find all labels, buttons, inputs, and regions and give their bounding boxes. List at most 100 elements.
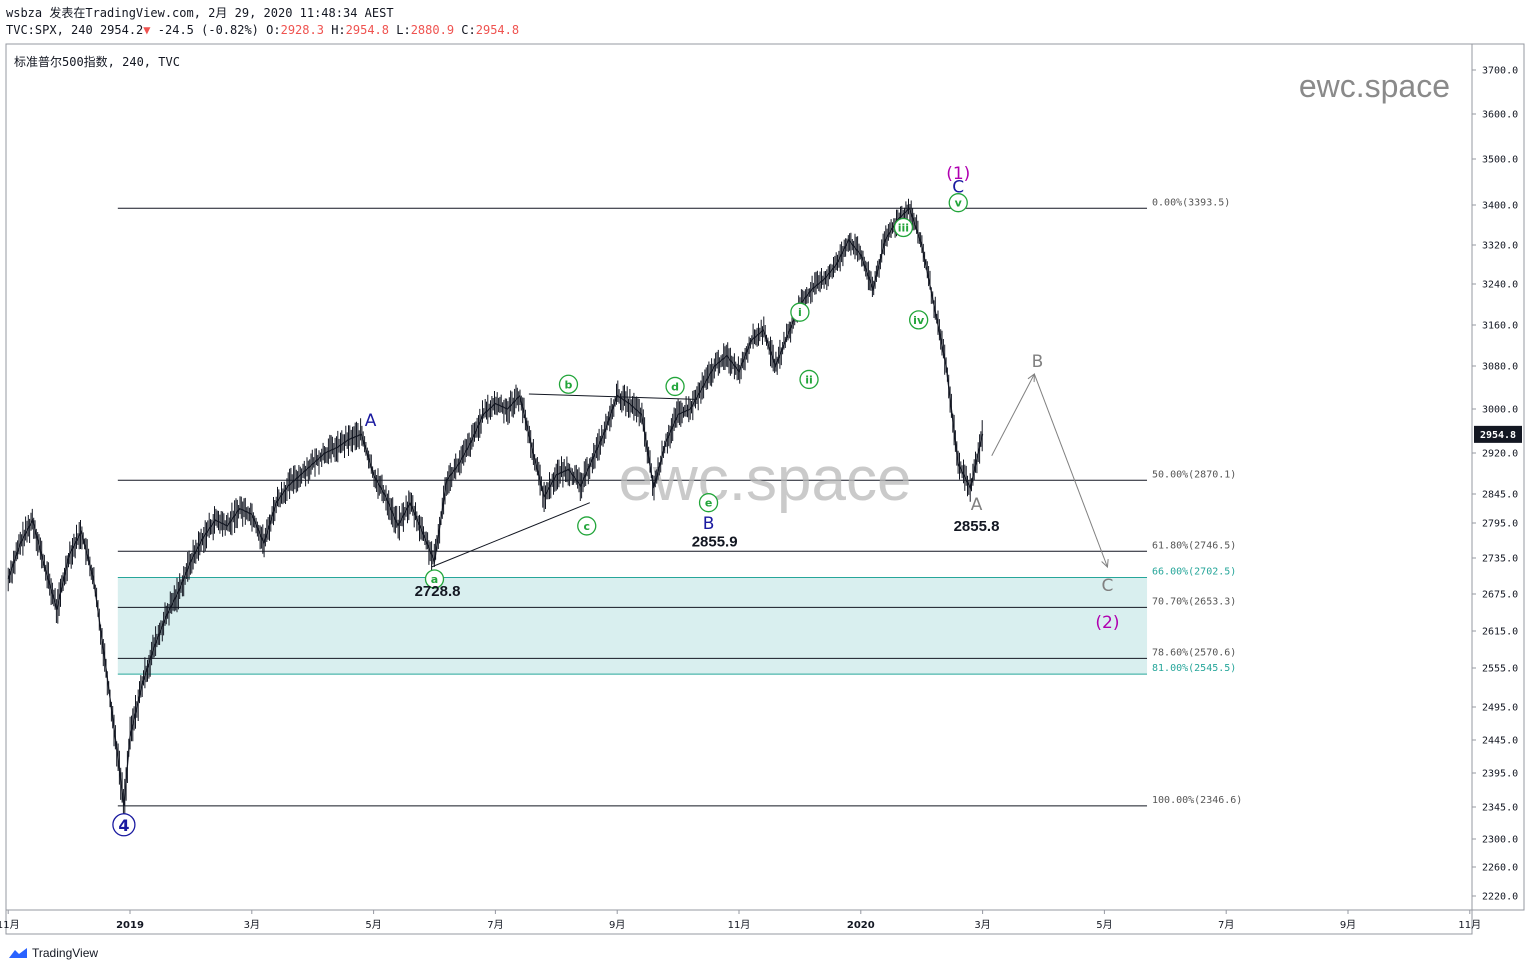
wave-label: c: [583, 520, 590, 533]
watermark-center: ewc.space: [619, 445, 912, 514]
price-label: 2855.9: [692, 534, 738, 551]
y-tick-label: 2495.0: [1482, 703, 1518, 714]
wave-label: A: [971, 495, 983, 515]
wave-label: iii: [898, 222, 909, 235]
high-label: H:: [331, 23, 346, 37]
y-tick-label: 2845.0: [1482, 490, 1518, 501]
x-tick-label: 2019: [116, 920, 144, 931]
wave-label: i: [798, 306, 802, 319]
trendline: [431, 502, 590, 568]
price-labels-group: 2728.8 2855.9 2855.8: [415, 518, 1000, 600]
x-tick-label: 11月: [0, 919, 20, 931]
wave-label-circle: [424, 569, 445, 589]
wave-label: C: [1102, 576, 1114, 596]
x-tick-label: 3月: [974, 919, 990, 931]
fib-label: 61.80%(2746.5): [1152, 540, 1236, 551]
open-value: 2928.3: [280, 23, 324, 37]
wave-label-circle: [909, 310, 929, 330]
footer-brand[interactable]: TradingView: [8, 946, 98, 960]
trendlines-group: [431, 393, 697, 568]
watermark-corner: ewc.space: [1299, 68, 1450, 104]
y-tick-label: 2615.0: [1482, 627, 1518, 638]
publish-info: wsbza 发表在TradingView.com, 2月 29, 2020 11…: [6, 6, 394, 20]
high-value: 2954.8: [345, 23, 390, 37]
x-tick-label: 3月: [244, 919, 260, 931]
wave-label: a: [431, 573, 438, 586]
y-tick-label: 2220.0: [1482, 892, 1518, 903]
fib-label: 0.00%(3393.5): [1152, 197, 1230, 208]
x-tick-label: 5月: [1096, 919, 1112, 931]
down-arrow-icon: ▼: [143, 23, 151, 37]
x-ticks-group: 11月 2019 3月 5月 7月 9月 11月 2020 3月 5月 7月 9月 11月: [0, 910, 1481, 931]
close-value: 2954.8: [475, 23, 520, 37]
y-tick-label: 3600.0: [1482, 110, 1518, 121]
price-axis[interactable]: [1471, 43, 1525, 911]
wave-label: v: [955, 197, 963, 210]
wave-label-circle: [665, 376, 685, 397]
y-tick-label: 2920.0: [1482, 449, 1518, 460]
wave-label-circle: [698, 493, 719, 513]
price-line: [7, 207, 984, 806]
fib-zone: [117, 577, 1148, 675]
y-tick-label: 3000.0: [1482, 405, 1518, 416]
wave-label: B: [703, 514, 715, 534]
brand-label: TradingView: [32, 946, 99, 960]
wave-label: b: [565, 378, 573, 391]
y-tick-label: 2445.0: [1482, 736, 1518, 747]
y-tick-label: 3700.0: [1482, 66, 1518, 77]
y-tick-label: 2795.0: [1482, 519, 1518, 530]
fib-label: 50.00%(2870.1): [1152, 469, 1236, 480]
price-chart[interactable]: 0.00%(3393.5) 50.00%(2870.1) 61.80%(2746.5…: [0, 0, 1530, 944]
wave-label: iv: [913, 314, 925, 327]
chart-title: 标准普尔500指数, 240, TVC: [14, 54, 180, 69]
wave-label: A: [365, 411, 377, 431]
x-tick-label: 11月: [1458, 919, 1481, 931]
y-tick-label: 3080.0: [1482, 362, 1518, 373]
fib-label: 70.70%(2653.3): [1152, 596, 1236, 607]
x-tick-label: 7月: [1218, 919, 1234, 931]
wave-label: C: [952, 178, 964, 198]
wave-label: e: [705, 497, 712, 510]
wave-label-circle: [558, 374, 579, 394]
y-tick-label: 3160.0: [1482, 321, 1518, 332]
tradingview-logo-icon: [9, 948, 27, 958]
x-tick-label: 9月: [609, 919, 625, 931]
watermark-group: ewc.space ewc.space: [619, 68, 1450, 514]
y-tick-label: 2735.0: [1482, 554, 1518, 565]
fib-label: 100.00%(2346.6): [1152, 795, 1242, 806]
wave-label-circle: [112, 813, 136, 837]
x-tick-label: 9月: [1340, 919, 1356, 931]
wave-label-circle: [893, 217, 914, 238]
y-tick-label: 2345.0: [1482, 803, 1518, 814]
y-tick-label: 2675.0: [1482, 590, 1518, 601]
y-tick-label: 3320.0: [1482, 241, 1518, 252]
wave-label: 4: [118, 816, 129, 835]
chart-header-publish: wsbza 发表在TradingView.com, 2月 29, 2020 11…: [6, 4, 394, 21]
fib-label: 66.00%(2702.5): [1152, 567, 1236, 578]
x-tick-label: 7月: [487, 919, 503, 931]
wave-label-circle: [790, 302, 810, 322]
y-tick-label: 3240.0: [1482, 280, 1518, 291]
low-label: L:: [396, 23, 411, 37]
x-tick-label: 2020: [847, 920, 875, 931]
y-tick-label: 2555.0: [1482, 664, 1518, 675]
wave-label: (2): [1095, 613, 1119, 633]
open-label: O:: [266, 23, 281, 37]
wave-label: B: [1032, 352, 1044, 372]
close-label: C:: [461, 23, 476, 37]
symbol-label: TVC:SPX, 240: [6, 23, 93, 37]
wave-label: (1): [946, 164, 970, 184]
price-change: -24.5 (-0.82%): [157, 23, 259, 37]
fib-zone-group: [117, 577, 1148, 675]
y-tick-label: 3500.0: [1482, 155, 1518, 166]
last-price: 2954.2: [99, 23, 144, 37]
projection-leg: [1033, 373, 1108, 568]
y-tick-label: 3400.0: [1482, 201, 1518, 212]
low-value: 2880.9: [410, 23, 455, 37]
last-price-tag: 2954.8: [1474, 425, 1522, 443]
x-tick-label: 11月: [728, 919, 751, 931]
trendline: [528, 393, 697, 400]
wave-label-circle: [799, 369, 819, 390]
x-tick-label: 5月: [365, 919, 381, 931]
